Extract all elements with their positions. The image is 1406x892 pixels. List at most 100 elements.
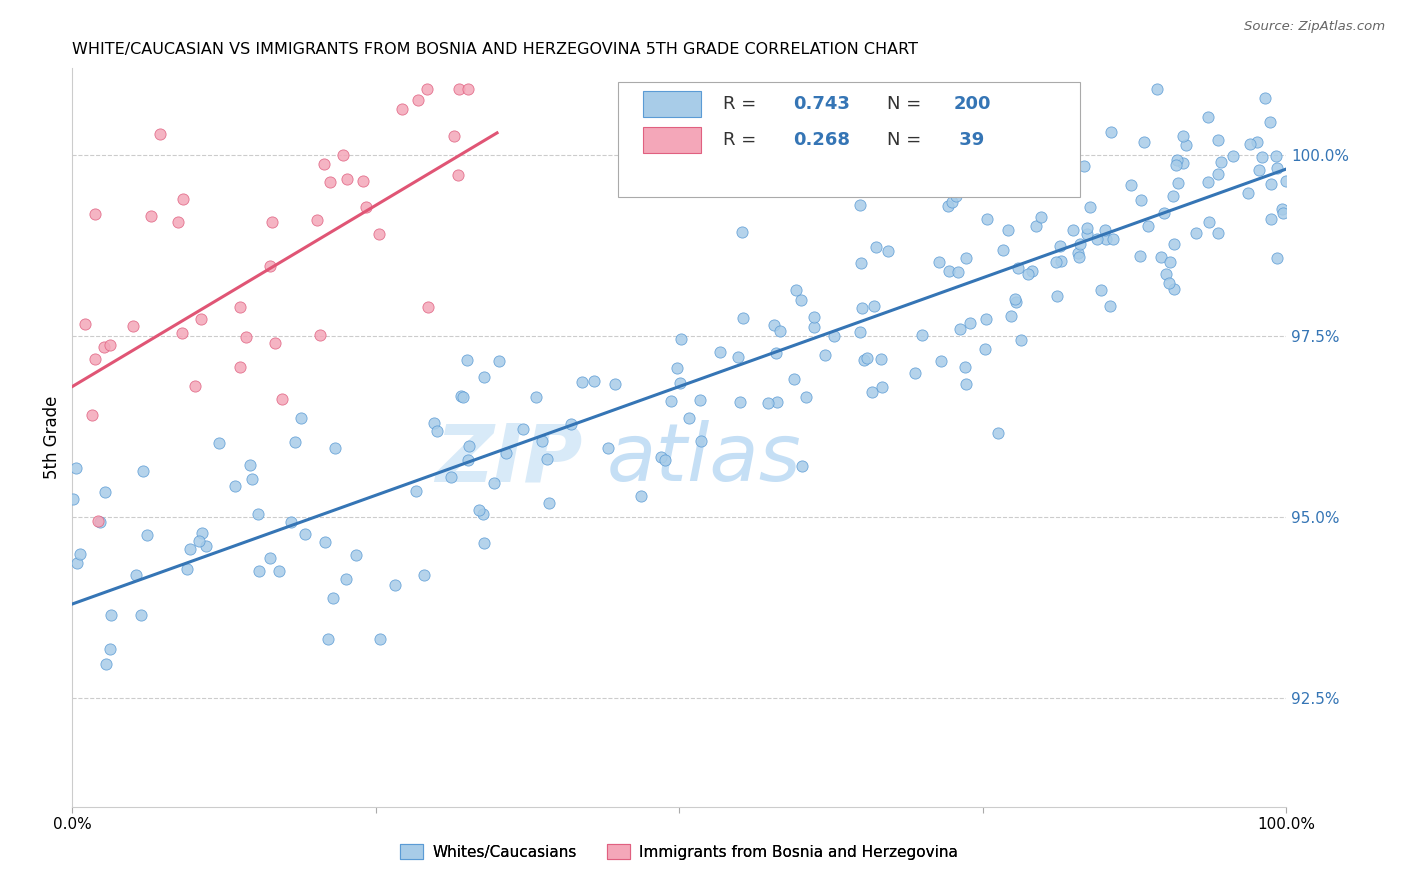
Point — [1129, 193, 1152, 207]
Point — [170, 326, 193, 341]
Point — [974, 342, 997, 356]
Point — [948, 322, 970, 336]
Point — [314, 535, 336, 549]
Point — [870, 352, 893, 367]
Point — [1080, 201, 1102, 215]
Point — [1236, 186, 1258, 200]
Point — [848, 197, 870, 211]
Point — [872, 379, 894, 393]
Point — [1076, 221, 1098, 235]
Point — [689, 392, 711, 407]
Point — [991, 243, 1014, 257]
Point — [1166, 158, 1188, 172]
Point — [367, 227, 389, 241]
Point — [1166, 153, 1188, 167]
Point — [495, 446, 517, 460]
Point — [488, 354, 510, 368]
Point — [1076, 227, 1098, 242]
Point — [89, 515, 111, 529]
Point — [1239, 137, 1261, 152]
Point — [314, 157, 336, 171]
Point — [405, 484, 427, 499]
Point — [938, 264, 960, 278]
Point — [1004, 292, 1026, 306]
Point — [1000, 309, 1022, 323]
Point — [443, 128, 465, 143]
Point — [82, 408, 104, 422]
Point — [1167, 176, 1189, 190]
Point — [605, 377, 627, 392]
Point — [136, 528, 159, 542]
Point — [650, 450, 672, 464]
Point — [794, 390, 817, 404]
Point — [322, 591, 344, 605]
Point — [239, 458, 262, 472]
Point — [1085, 232, 1108, 246]
Point — [1099, 125, 1122, 139]
Point — [1094, 232, 1116, 246]
Point — [659, 393, 682, 408]
Point — [93, 340, 115, 354]
Point — [953, 360, 976, 375]
Point — [727, 351, 749, 365]
Point — [195, 539, 218, 553]
Point — [669, 376, 692, 390]
Point — [457, 453, 479, 467]
Point — [235, 330, 257, 344]
Point — [1090, 283, 1112, 297]
Point — [451, 390, 474, 404]
Point — [531, 434, 554, 449]
Point — [440, 470, 463, 484]
Point — [229, 359, 252, 374]
Point — [1265, 251, 1288, 265]
Point — [537, 496, 560, 510]
Point — [264, 335, 287, 350]
Point — [911, 327, 934, 342]
Point — [731, 311, 754, 326]
Point — [69, 548, 91, 562]
Point — [356, 200, 378, 214]
Point — [179, 542, 201, 557]
Point — [484, 475, 506, 490]
Point — [269, 564, 291, 578]
FancyBboxPatch shape — [619, 82, 1080, 197]
Point — [423, 417, 446, 431]
Point — [1258, 114, 1281, 128]
Point — [803, 319, 825, 334]
Point — [936, 199, 959, 213]
Point — [187, 534, 209, 549]
Point — [1163, 282, 1185, 296]
Point — [814, 348, 837, 362]
Point — [955, 251, 977, 265]
Point — [792, 458, 814, 473]
Point — [426, 425, 449, 439]
Point — [678, 411, 700, 425]
Point — [335, 572, 357, 586]
FancyBboxPatch shape — [643, 91, 702, 117]
Point — [125, 567, 148, 582]
Point — [945, 189, 967, 203]
Point — [756, 395, 779, 409]
Point — [928, 254, 950, 268]
Point — [368, 632, 391, 646]
Point — [630, 489, 652, 503]
Point — [344, 548, 367, 562]
Point — [1022, 128, 1045, 142]
Point — [941, 194, 963, 209]
Point — [65, 460, 87, 475]
Point — [1049, 238, 1071, 252]
Point — [596, 441, 619, 455]
Point — [1185, 226, 1208, 240]
Point — [1254, 91, 1277, 105]
Point — [190, 311, 212, 326]
Point — [240, 473, 263, 487]
Point — [512, 422, 534, 436]
Point — [474, 369, 496, 384]
Point — [176, 562, 198, 576]
Point — [1017, 267, 1039, 281]
Point — [457, 82, 479, 96]
Point — [1197, 110, 1219, 124]
Point — [1211, 154, 1233, 169]
Point — [1098, 300, 1121, 314]
Point — [524, 390, 547, 404]
